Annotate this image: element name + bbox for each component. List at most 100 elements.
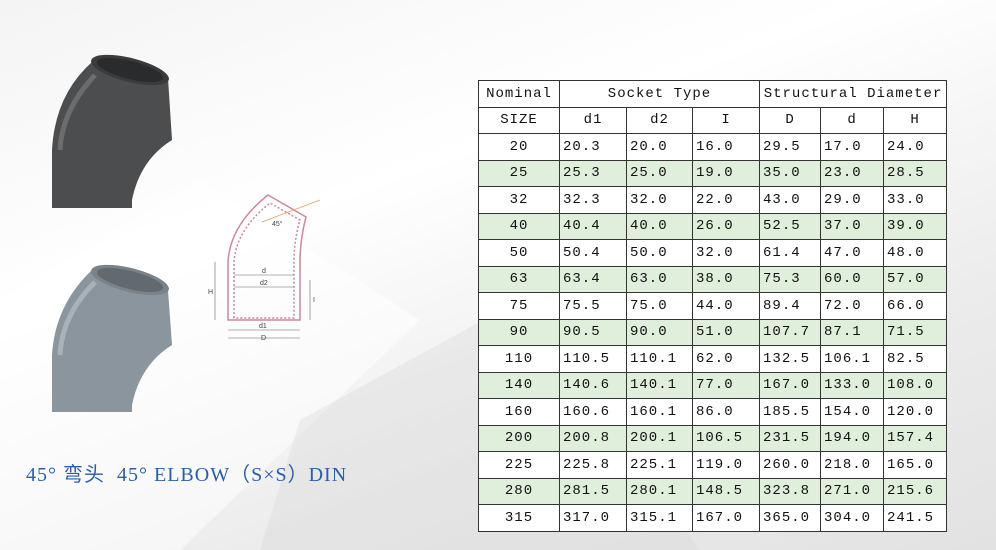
table-cell: 75: [478, 292, 560, 320]
table-row: 140 140.6 140.1 77.0 167.0 133.0 108.0: [478, 371, 948, 399]
table-cell: 90.0: [626, 318, 693, 346]
table-cell: 260.0: [759, 451, 822, 479]
header-cell: Structural Diameter: [759, 80, 948, 108]
table-cell: 218.0: [820, 451, 885, 479]
table-cell: 106.1: [820, 345, 885, 373]
table-cell: 29.5: [759, 133, 822, 161]
table-cell: 22.0: [691, 186, 761, 214]
header-cell: d2: [626, 106, 693, 134]
table-cell: 25.3: [559, 159, 627, 187]
header-cell: H: [883, 106, 948, 134]
diagram-label: d2: [260, 280, 268, 287]
table-cell: 23.0: [820, 159, 885, 187]
table-cell: 280: [478, 477, 560, 505]
table-cell: 323.8: [759, 477, 822, 505]
table-cell: 215.6: [883, 477, 948, 505]
table-cell: 160: [478, 398, 560, 426]
table-cell: 225: [478, 451, 560, 479]
header-cell: Nominal: [478, 80, 560, 108]
table-cell: 63: [478, 265, 560, 293]
table-cell: 365.0: [759, 504, 822, 532]
table-cell: 16.0: [691, 133, 761, 161]
table-cell: 107.7: [759, 318, 822, 346]
header-cell: d1: [559, 106, 627, 134]
table-row: 315 317.0 315.1 167.0 365.0 304.0 241.5: [478, 504, 948, 532]
table-cell: 62.0: [691, 345, 761, 373]
diagram-label: 45°: [272, 220, 283, 228]
table-cell: 44.0: [691, 292, 761, 320]
table-cell: 50: [478, 239, 560, 267]
table-cell: 132.5: [759, 345, 822, 373]
table-cell: 38.0: [691, 265, 761, 293]
diagram-label: D: [261, 335, 266, 342]
grey-elbow: [52, 264, 172, 412]
table-cell: 110: [478, 345, 560, 373]
table-cell: 19.0: [691, 159, 761, 187]
table-body: 20 20.3 20.0 16.0 29.5 17.0 24.0 25 25.3 25.0 19.0…: [478, 133, 948, 532]
dark-elbow: [52, 54, 172, 208]
table-cell: 225.8: [559, 451, 627, 479]
table-cell: 106.5: [691, 424, 761, 452]
table-cell: 60.0: [820, 265, 885, 293]
table-cell: 120.0: [883, 398, 948, 426]
table-cell: 75.5: [559, 292, 627, 320]
table-row: 90 90.5 90.0 51.0 107.7 87.1 71.5: [478, 318, 948, 346]
table-cell: 225.1: [626, 451, 693, 479]
table-cell: 86.0: [691, 398, 761, 426]
table-cell: 50.0: [626, 239, 693, 267]
table-cell: 77.0: [691, 371, 761, 399]
table-cell: 32.0: [626, 186, 693, 214]
table-row: 160 160.6 160.1 86.0 185.5 154.0 120.0: [478, 398, 948, 426]
table-cell: 140.6: [559, 371, 627, 399]
table-row: 50 50.4 50.0 32.0 61.4 47.0 48.0: [478, 239, 948, 267]
table-cell: 317.0: [559, 504, 627, 532]
table-row: 40 40.4 40.0 26.0 52.5 37.0 39.0: [478, 212, 948, 240]
table-cell: 133.0: [820, 371, 885, 399]
table-row: 63 63.4 63.0 38.0 75.3 60.0 57.0: [478, 265, 948, 293]
diagram-label: d1: [259, 323, 267, 330]
table-cell: 315: [478, 504, 560, 532]
table-cell: 25.0: [626, 159, 693, 187]
table-cell: 40: [478, 212, 560, 240]
table-cell: 119.0: [691, 451, 761, 479]
table-cell: 110.1: [626, 345, 693, 373]
table-cell: 157.4: [883, 424, 948, 452]
table-cell: 51.0: [691, 318, 761, 346]
caption: 45° 弯头 45° ELBOW（S×S）DIN: [26, 464, 348, 486]
table-row: 225 225.8 225.1 119.0 260.0 218.0 165.0: [478, 451, 948, 479]
table-row: 280 281.5 280.1 148.5 323.8 271.0 215.6: [478, 477, 948, 505]
table-cell: 200.1: [626, 424, 693, 452]
table-row: 200 200.8 200.1 106.5 231.5 194.0 157.4: [478, 424, 948, 452]
table-row: 25 25.3 25.0 19.0 35.0 23.0 28.5: [478, 159, 948, 187]
table-cell: 148.5: [691, 477, 761, 505]
table-cell: 32.3: [559, 186, 627, 214]
table-cell: 87.1: [820, 318, 885, 346]
table-cell: 89.4: [759, 292, 822, 320]
table-cell: 82.5: [883, 345, 948, 373]
table-cell: 315.1: [626, 504, 693, 532]
table-cell: 39.0: [883, 212, 948, 240]
table-cell: 33.0: [883, 186, 948, 214]
table-cell: 50.4: [559, 239, 627, 267]
table-cell: 48.0: [883, 239, 948, 267]
table-row: 32 32.3 32.0 22.0 43.0 29.0 33.0: [478, 186, 948, 214]
table-cell: 40.4: [559, 212, 627, 240]
table-cell: 32.0: [691, 239, 761, 267]
table-cell: 24.0: [883, 133, 948, 161]
table-cell: 154.0: [820, 398, 885, 426]
table-cell: 280.1: [626, 477, 693, 505]
table-row: 110 110.5 110.1 62.0 132.5 106.1 82.5: [478, 345, 948, 373]
table-cell: 90: [478, 318, 560, 346]
table-cell: 200.8: [559, 424, 627, 452]
table-cell: 231.5: [759, 424, 822, 452]
table-cell: 61.4: [759, 239, 822, 267]
table-cell: 167.0: [691, 504, 761, 532]
header-cell: d: [820, 106, 885, 134]
table-row: 20 20.3 20.0 16.0 29.5 17.0 24.0: [478, 133, 948, 161]
table-cell: 241.5: [883, 504, 948, 532]
table-cell: 20.0: [626, 133, 693, 161]
table-cell: 140: [478, 371, 560, 399]
header-cell: I: [691, 106, 761, 134]
header-cell: Socket Type: [558, 80, 761, 108]
